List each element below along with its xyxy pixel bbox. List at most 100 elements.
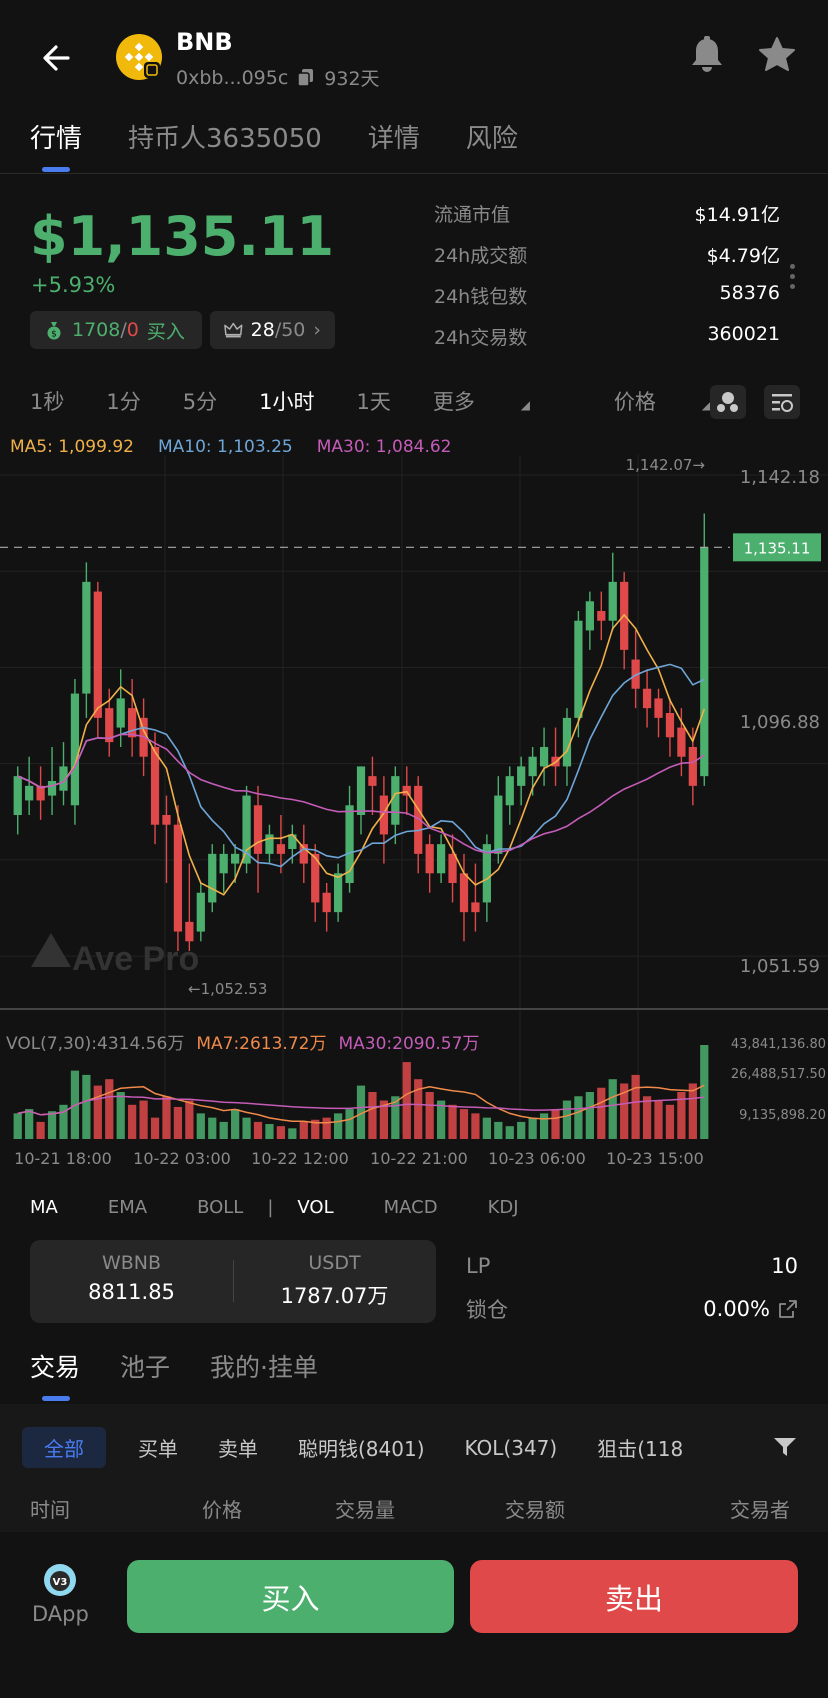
star-icon[interactable] bbox=[758, 36, 796, 74]
ind-boll[interactable]: BOLL bbox=[197, 1197, 244, 1218]
sell-count: 0 bbox=[126, 319, 139, 341]
filter-smart-money[interactable]: 聪明钱(8401) bbox=[298, 1437, 425, 1461]
more-vertical-icon[interactable] bbox=[790, 264, 795, 289]
volume-bar bbox=[116, 1092, 125, 1139]
col-time[interactable]: 时间 bbox=[30, 1498, 70, 1522]
candle-body bbox=[356, 766, 366, 815]
candle-body bbox=[47, 781, 57, 796]
tab-pools[interactable]: 池子 bbox=[120, 1353, 171, 1382]
stat-value: $4.79亿 bbox=[706, 245, 780, 267]
volume-bar bbox=[585, 1092, 594, 1139]
vol-legend-value: VOL(7,30):4314.56万 bbox=[6, 1034, 185, 1054]
tab-trades[interactable]: 交易 bbox=[30, 1353, 81, 1382]
volume-bar bbox=[311, 1119, 320, 1139]
token-meta: 0xbb...095c 932天 bbox=[176, 64, 380, 91]
volume-bar bbox=[196, 1113, 205, 1139]
price-toggle[interactable]: 价格 ◢ bbox=[613, 390, 711, 414]
candle-body bbox=[391, 776, 400, 825]
back-arrow-icon[interactable] bbox=[38, 38, 78, 78]
interval-1h[interactable]: 1小时 bbox=[259, 390, 315, 414]
interval-more[interactable]: 更多 ◢ bbox=[432, 390, 530, 414]
external-link-icon[interactable] bbox=[778, 1299, 798, 1319]
dapp-label[interactable]: DApp bbox=[32, 1602, 89, 1626]
trade-tab-underline bbox=[42, 1396, 70, 1401]
interval-5m[interactable]: 5分 bbox=[182, 390, 218, 414]
volume-bar bbox=[391, 1096, 400, 1139]
contract-address[interactable]: 0xbb...095c bbox=[176, 66, 289, 89]
filter-all[interactable]: 全部 bbox=[22, 1427, 106, 1468]
stat-value: 58376 bbox=[719, 282, 780, 304]
filter-sniper[interactable]: 狙击(118 bbox=[597, 1437, 684, 1461]
filter-sells[interactable]: 卖单 bbox=[218, 1437, 258, 1461]
volume-bar bbox=[665, 1104, 675, 1139]
volume-tick-label: 9,135,898.20 bbox=[739, 1108, 826, 1123]
time-tick-label: 10-23 15:00 bbox=[606, 1149, 704, 1168]
indicator-tabs: MA EMA BOLL | VOL MACD KDJ bbox=[30, 1197, 569, 1218]
interval-1s[interactable]: 1秒 bbox=[30, 390, 65, 414]
tab-risk[interactable]: 风险 bbox=[465, 124, 518, 154]
volume-bar bbox=[82, 1074, 91, 1139]
candlestick-chart[interactable]: Ave Pro 1,135.11 1,142.07→ ←1,052.53 1,142.1… bbox=[0, 455, 828, 1175]
volume-bar bbox=[414, 1079, 423, 1139]
volume-bar bbox=[105, 1079, 114, 1139]
ind-kdj[interactable]: KDJ bbox=[487, 1197, 519, 1218]
candle-body bbox=[574, 620, 583, 718]
buy-sell-pill[interactable]: $ 1708/0 买入 bbox=[30, 311, 202, 349]
interval-1m[interactable]: 1分 bbox=[106, 390, 141, 414]
volume-bar bbox=[139, 1100, 148, 1139]
buy-label: 买入 bbox=[146, 320, 185, 343]
chart-settings-button[interactable] bbox=[764, 385, 800, 419]
ind-macd[interactable]: MACD bbox=[383, 1197, 438, 1218]
col-amount[interactable]: 交易量 bbox=[335, 1498, 395, 1522]
candle-body bbox=[208, 853, 217, 903]
volume-bar bbox=[322, 1117, 331, 1139]
dots-tool-icon bbox=[717, 392, 738, 412]
time-tick-label: 10-22 21:00 bbox=[370, 1149, 468, 1168]
candle-body bbox=[70, 693, 80, 806]
col-value[interactable]: 交易额 bbox=[505, 1498, 565, 1522]
stat-row: 24h成交额 $4.79亿 bbox=[434, 241, 780, 282]
tab-market[interactable]: 行情 bbox=[30, 124, 83, 154]
filter-buys[interactable]: 买单 bbox=[138, 1437, 178, 1461]
col-trader[interactable]: 交易者 bbox=[730, 1498, 790, 1522]
candle-body bbox=[402, 785, 411, 796]
dapp-icon[interactable]: V3 bbox=[44, 1564, 76, 1596]
tab-holders[interactable]: 持币人3635050 bbox=[128, 124, 322, 154]
tab-details[interactable]: 详情 bbox=[367, 124, 420, 154]
volume-bar bbox=[253, 1121, 263, 1139]
lock-value: 0.00% bbox=[703, 1297, 770, 1321]
buy-button[interactable]: 买入 bbox=[127, 1560, 454, 1633]
volume-bar bbox=[13, 1113, 22, 1139]
bell-icon[interactable] bbox=[690, 36, 724, 74]
ind-ma[interactable]: MA bbox=[30, 1197, 58, 1218]
volume-bar bbox=[448, 1104, 457, 1139]
interval-1d[interactable]: 1天 bbox=[356, 390, 391, 414]
candle-body bbox=[311, 853, 320, 903]
rank-pill[interactable]: 28/50 › bbox=[210, 311, 335, 349]
candle-body bbox=[482, 844, 491, 903]
price-tick-label: 1,096.88 bbox=[740, 712, 820, 733]
dapp-logo-icon: V3 bbox=[45, 1565, 75, 1595]
candle-body bbox=[414, 785, 423, 854]
time-tick-label: 10-23 06:00 bbox=[488, 1149, 586, 1168]
volume-bar bbox=[528, 1117, 537, 1139]
volume-bar bbox=[276, 1126, 286, 1139]
volume-bar bbox=[700, 1045, 709, 1139]
candle-body bbox=[242, 795, 251, 864]
pool-right-value: 1787.07万 bbox=[280, 1284, 389, 1308]
ind-vol[interactable]: VOL bbox=[297, 1197, 334, 1218]
ma5-line bbox=[17, 613, 706, 896]
volume-bar bbox=[379, 1100, 389, 1139]
copy-icon[interactable] bbox=[298, 68, 314, 87]
candle-body bbox=[459, 873, 469, 913]
col-price[interactable]: 价格 bbox=[202, 1498, 242, 1522]
volume-bar bbox=[436, 1100, 446, 1139]
volume-tick-label: 43,841,136.80 bbox=[731, 1037, 826, 1052]
volume-tick-label: 26,488,517.50 bbox=[731, 1067, 826, 1082]
filter-kol[interactable]: KOL(347) bbox=[464, 1435, 558, 1460]
ind-ema[interactable]: EMA bbox=[107, 1197, 148, 1218]
sell-button[interactable]: 卖出 bbox=[470, 1560, 798, 1633]
filter-icon[interactable] bbox=[773, 1436, 797, 1458]
chart-tool-button[interactable] bbox=[710, 385, 746, 419]
tab-my-orders[interactable]: 我的·挂单 bbox=[210, 1353, 318, 1382]
